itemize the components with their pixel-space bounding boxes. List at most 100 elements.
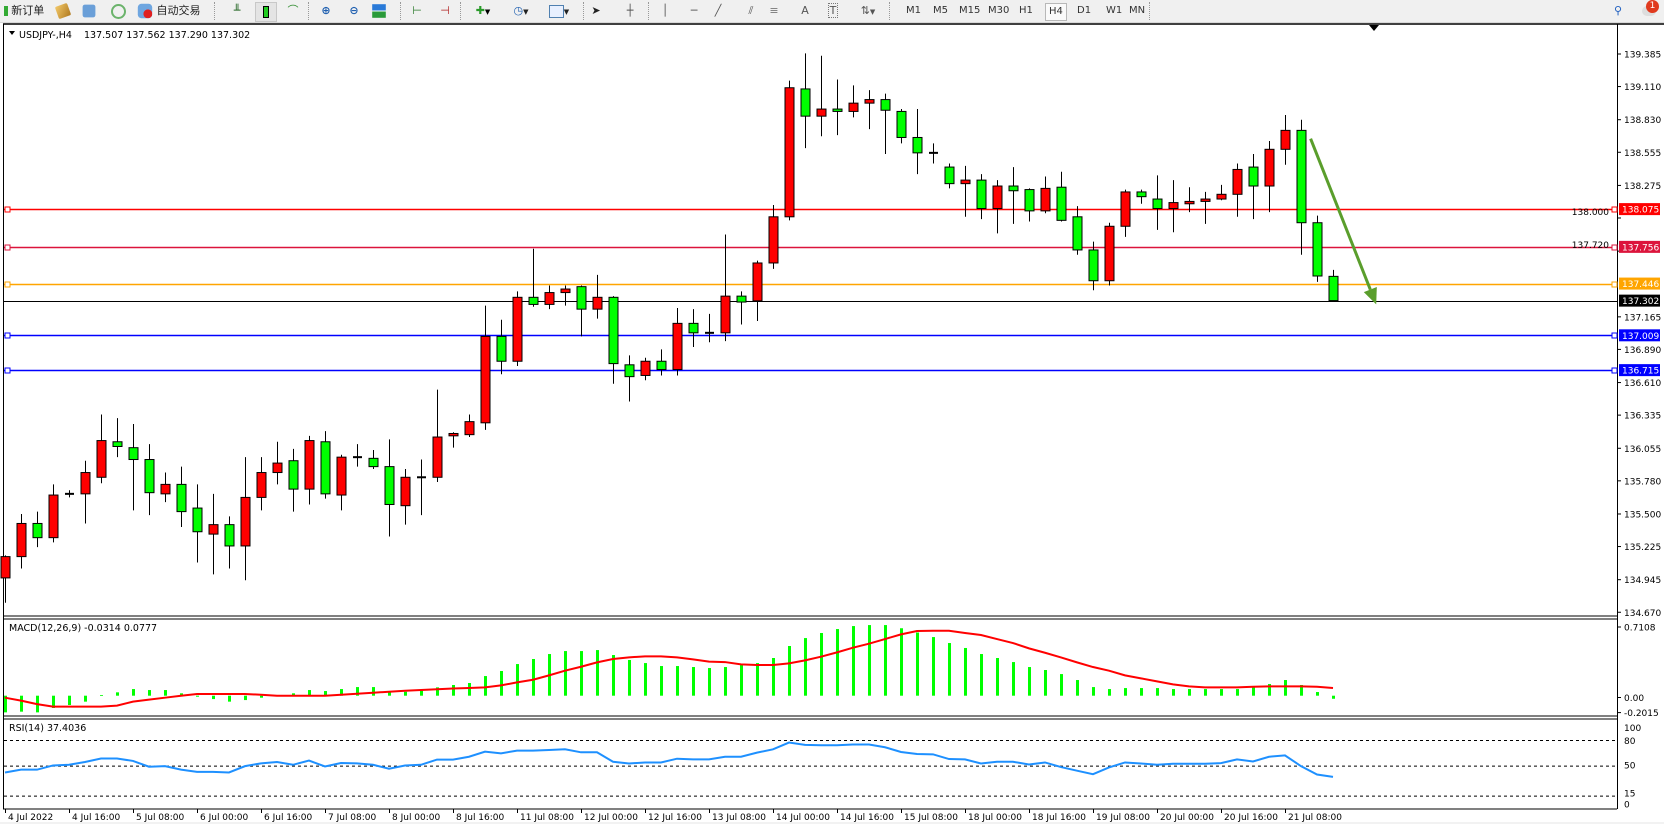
history-button[interactable]: [54, 2, 72, 20]
candle-body-bull: [400, 476, 411, 507]
new-order-button[interactable]: 新订单: [2, 2, 46, 20]
timeframe-d1[interactable]: D1: [1077, 5, 1092, 16]
candle-body-bear: [1248, 166, 1259, 187]
tile-windows-button[interactable]: [370, 2, 388, 20]
line-handle-left[interactable]: [4, 206, 11, 213]
macd-panel: 0.7108 0.00 -0.2015: [4, 624, 1659, 719]
candle-body-bear: [688, 322, 699, 334]
price-tick-label: 136.335: [1624, 412, 1661, 422]
line-chart-button[interactable]: ⌒: [284, 2, 302, 20]
candle: [1104, 222, 1115, 286]
trend-arrow[interactable]: [1309, 138, 1377, 305]
rsi-panel: 100 80 50 150: [4, 724, 1641, 811]
candle-body-bull: [592, 296, 603, 310]
line-handle-right[interactable]: [1611, 206, 1618, 213]
candle: [912, 109, 923, 175]
macd-histogram-bar: [20, 695, 23, 712]
rsi-title: RSI(14) 37.4036: [9, 723, 86, 734]
line-handle-right[interactable]: [1611, 332, 1618, 339]
line-handle-left[interactable]: [4, 332, 11, 339]
crosshair-button[interactable]: ┼: [622, 2, 638, 20]
candle: [256, 457, 267, 511]
toolbar-separator: [648, 2, 651, 20]
timeframe-mn[interactable]: MN: [1129, 5, 1146, 16]
candle-body-bull: [640, 360, 651, 376]
candle: [800, 53, 811, 149]
candle: [768, 204, 779, 269]
candle-body-bear: [528, 296, 539, 305]
candle-body-bear: [1072, 216, 1083, 251]
macd-histogram-bar: [452, 684, 455, 696]
horizontal-line-button[interactable]: ─: [686, 2, 702, 20]
timeframe-h4[interactable]: H4: [1045, 3, 1067, 21]
line-handle-right[interactable]: [1611, 281, 1618, 288]
arrow-shaft[interactable]: [1309, 138, 1372, 291]
bar-chart-button[interactable]: ╨: [228, 2, 246, 20]
candlestick-button[interactable]: [255, 2, 277, 22]
text-button[interactable]: A: [799, 2, 811, 20]
price-tick-label: 139.110: [1624, 83, 1661, 93]
arrows-button[interactable]: ⇅▼: [860, 4, 876, 17]
zoom-out-button[interactable]: ⊖: [345, 2, 363, 20]
candle: [336, 454, 347, 511]
templates-button[interactable]: ▼: [544, 2, 574, 20]
zoom-in-button[interactable]: ⊕: [317, 2, 335, 20]
chart-shift-button[interactable]: ⊣: [436, 2, 454, 20]
timeframe-m15[interactable]: M15: [959, 5, 981, 16]
candle-body-bull: [784, 87, 795, 218]
arrow-head-icon[interactable]: [1363, 286, 1377, 305]
candle: [272, 441, 283, 485]
line-handle-left[interactable]: [4, 367, 11, 374]
macd-histogram-bar: [836, 629, 839, 696]
candle-body-bear: [1088, 249, 1099, 282]
timeframe-w1[interactable]: W1: [1106, 5, 1123, 16]
line-price-tag-label: 138.075: [1622, 206, 1659, 216]
toolbar-separator: [583, 2, 586, 20]
macd-title: MACD(12,26,9) -0.0314 0.0777: [9, 623, 157, 634]
text-label-button[interactable]: T: [826, 2, 840, 20]
macd-histogram-bar: [884, 625, 887, 696]
line-handle-left[interactable]: [4, 244, 11, 251]
macd-histogram-bar: [1076, 680, 1079, 696]
timeframe-m30[interactable]: M30: [988, 5, 1010, 16]
signals-button[interactable]: [109, 2, 127, 20]
symbol-dropdown-icon[interactable]: [9, 31, 15, 35]
price-tick-label: 138.830: [1624, 116, 1661, 126]
periods-button[interactable]: ◷▼: [513, 4, 529, 17]
candle: [1184, 187, 1195, 213]
line-handle-right[interactable]: [1611, 367, 1618, 374]
macd-histogram-bar: [948, 643, 951, 696]
trendline-icon: ╱: [714, 4, 722, 17]
vertical-line-button[interactable]: │: [659, 2, 671, 20]
equidistant-channel-button[interactable]: ⫽: [742, 2, 760, 20]
new-chart-button[interactable]: ✚▼: [475, 4, 491, 17]
candle-body-bull: [16, 522, 27, 558]
timeframe-m1[interactable]: M1: [906, 5, 921, 16]
candle: [368, 450, 379, 469]
search-button[interactable]: ⚲: [1610, 2, 1626, 20]
line-price-tag-label: 136.715: [1622, 367, 1659, 377]
macd-histogram-bar: [628, 659, 631, 696]
line-handle-left[interactable]: [4, 281, 11, 288]
navigator-button[interactable]: [80, 2, 98, 20]
line-handle-right[interactable]: [1611, 244, 1618, 251]
price-tick-label: 137.165: [1624, 313, 1661, 323]
auto-trading-button[interactable]: 自动交易: [137, 2, 213, 20]
macd-histogram-bar: [1044, 670, 1047, 696]
notification-button[interactable]: 1: [1638, 0, 1660, 20]
candle-body-bear: [976, 179, 987, 210]
timeframe-h1[interactable]: H1: [1019, 5, 1033, 16]
cursor-button[interactable]: ➤: [589, 2, 603, 20]
autoscroll-button[interactable]: ⊢: [408, 2, 426, 20]
line-price-tag: [1619, 329, 1660, 342]
toolbar-separator: [1149, 2, 1152, 20]
timeframe-m5[interactable]: M5: [933, 5, 948, 16]
candle: [1136, 189, 1147, 204]
fibonacci-button[interactable]: ≡: [765, 2, 783, 20]
macd-histogram-bar: [1300, 684, 1303, 696]
chart-shift-marker-icon[interactable]: [1369, 25, 1379, 31]
candle-body-bull: [432, 436, 443, 478]
trendline-button[interactable]: ╱: [710, 2, 726, 20]
new-order-icon: [3, 6, 8, 16]
